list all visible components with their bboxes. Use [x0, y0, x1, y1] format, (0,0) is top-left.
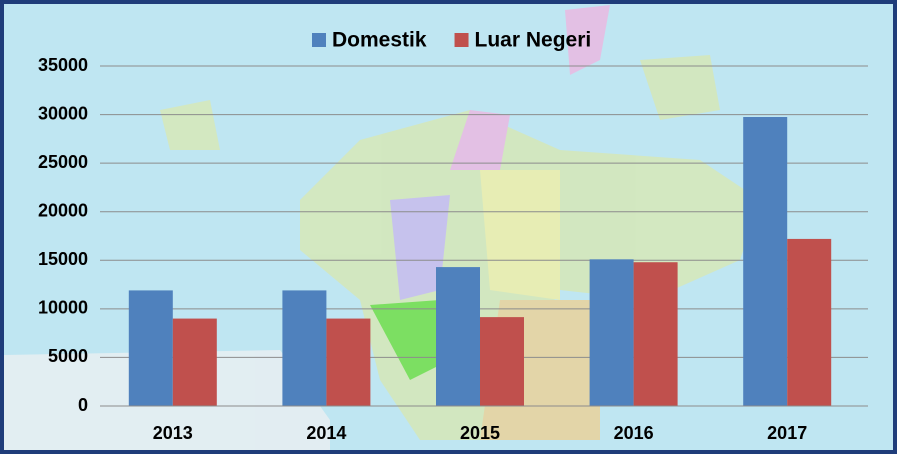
y-tick-label: 30000 [38, 103, 88, 123]
x-tick-label: 2015 [460, 423, 500, 443]
bar [589, 259, 634, 406]
x-tick-label: 2014 [306, 423, 346, 443]
y-tick-label: 25000 [38, 152, 88, 172]
legend-swatch [454, 33, 469, 47]
legend-label: Luar Negeri [475, 29, 592, 52]
bar [172, 318, 217, 406]
bar [743, 117, 788, 406]
x-tick-label: 2017 [767, 423, 807, 443]
bar [282, 290, 327, 406]
bar [787, 238, 832, 406]
y-tick-label: 35000 [38, 55, 88, 75]
bar [326, 318, 371, 406]
y-tick-label: 10000 [38, 298, 88, 318]
x-tick-label: 2013 [153, 423, 193, 443]
bar [633, 262, 678, 406]
legend-swatch [312, 33, 326, 47]
y-tick-label: 15000 [38, 249, 88, 269]
map-decoration [4, 5, 760, 450]
y-tick-label: 0 [78, 395, 88, 415]
x-tick-label: 2016 [614, 423, 654, 443]
y-tick-label: 20000 [38, 200, 88, 220]
legend-label: Domestik [332, 29, 427, 52]
y-tick-label: 5000 [48, 346, 88, 366]
bar [480, 317, 524, 406]
bar [128, 290, 173, 406]
bar [436, 267, 480, 406]
